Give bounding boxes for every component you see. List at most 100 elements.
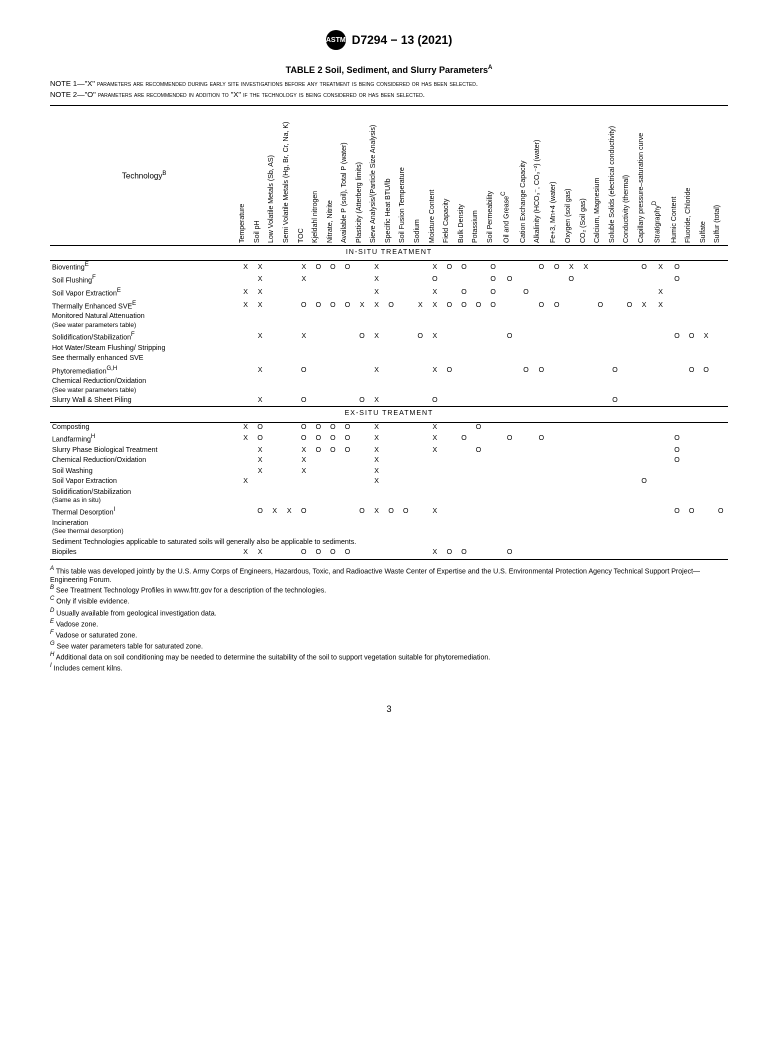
param-cell — [340, 396, 355, 407]
param-cell — [670, 477, 685, 487]
param-cell: O — [340, 548, 355, 559]
param-cell — [519, 467, 534, 477]
param-cell — [486, 456, 501, 466]
param-cell — [253, 312, 268, 331]
param-cell — [593, 331, 608, 344]
param-cell — [340, 365, 355, 378]
param-cell — [398, 365, 413, 378]
technology-name: Incineration(See thermal desorption) — [50, 519, 238, 538]
param-cell: X — [369, 396, 384, 407]
param-column-header: Oil and GreaseC — [500, 106, 518, 246]
param-cell: O — [684, 506, 699, 519]
param-cell — [253, 477, 268, 487]
param-cell — [457, 274, 472, 287]
param-cell — [519, 300, 534, 313]
param-cell — [564, 548, 579, 559]
param-cell — [253, 354, 268, 364]
param-cell — [579, 433, 594, 446]
param-cell: X — [651, 287, 669, 300]
param-cell: X — [651, 300, 669, 313]
param-cell — [670, 300, 685, 313]
param-cell — [637, 274, 652, 287]
param-cell — [699, 312, 714, 331]
param-cell — [500, 456, 518, 466]
param-cell — [413, 354, 428, 364]
param-cell — [311, 467, 326, 477]
param-cell — [713, 354, 728, 364]
param-cell — [622, 396, 637, 407]
param-cell — [564, 377, 579, 396]
param-cell — [442, 312, 457, 331]
param-cell — [311, 365, 326, 378]
param-cell — [486, 506, 501, 519]
param-cell — [238, 312, 253, 331]
param-cell: X — [297, 467, 312, 477]
param-cell — [670, 396, 685, 407]
param-column-header: Oxygen (soil gas) — [564, 106, 579, 246]
param-cell: X — [238, 433, 253, 446]
param-cell — [471, 467, 486, 477]
param-cell: O — [326, 446, 341, 456]
param-cell — [608, 287, 623, 300]
param-cell — [326, 456, 341, 466]
param-cell: O — [471, 446, 486, 456]
param-cell — [699, 477, 714, 487]
param-cell — [651, 396, 669, 407]
param-cell: X — [428, 446, 443, 456]
param-cell — [326, 365, 341, 378]
param-cell: O — [670, 274, 685, 287]
param-cell — [457, 506, 472, 519]
param-cell: O — [311, 433, 326, 446]
param-cell — [549, 422, 564, 433]
param-cell — [500, 477, 518, 487]
param-cell — [398, 467, 413, 477]
param-cell — [670, 287, 685, 300]
param-column-header: Bulk Density — [457, 106, 472, 246]
param-cell: O — [608, 396, 623, 407]
param-cell — [253, 488, 268, 507]
param-cell — [519, 344, 534, 354]
param-cell — [398, 548, 413, 559]
param-cell: X — [297, 446, 312, 456]
param-cell — [471, 477, 486, 487]
param-cell — [238, 396, 253, 407]
param-cell — [486, 519, 501, 538]
param-cell: O — [428, 274, 443, 287]
param-cell — [311, 506, 326, 519]
param-cell — [486, 344, 501, 354]
param-cell — [549, 312, 564, 331]
param-cell: X — [369, 446, 384, 456]
param-cell — [413, 548, 428, 559]
technology-name: PhytoremediationG,H — [50, 365, 238, 378]
param-cell — [384, 433, 399, 446]
param-cell — [699, 396, 714, 407]
param-column-header: Sodium — [413, 106, 428, 246]
param-cell — [699, 344, 714, 354]
param-cell — [651, 433, 669, 446]
param-cell: X — [297, 456, 312, 466]
param-cell — [267, 354, 282, 364]
param-cell — [486, 422, 501, 433]
param-cell: X — [369, 365, 384, 378]
param-cell — [297, 519, 312, 538]
param-cell — [564, 433, 579, 446]
param-cell — [622, 344, 637, 354]
param-cell — [267, 422, 282, 433]
param-cell — [579, 506, 594, 519]
param-cell — [593, 377, 608, 396]
param-cell — [297, 488, 312, 507]
param-cell — [519, 274, 534, 287]
param-cell — [398, 287, 413, 300]
param-cell — [670, 344, 685, 354]
param-cell — [564, 396, 579, 407]
param-cell: X — [238, 300, 253, 313]
param-cell — [398, 488, 413, 507]
param-cell — [699, 433, 714, 446]
param-cell — [713, 261, 728, 274]
param-cell — [326, 287, 341, 300]
param-cell: O — [471, 300, 486, 313]
param-cell: X — [253, 396, 268, 407]
param-cell — [593, 312, 608, 331]
param-cell — [442, 274, 457, 287]
param-cell — [413, 488, 428, 507]
